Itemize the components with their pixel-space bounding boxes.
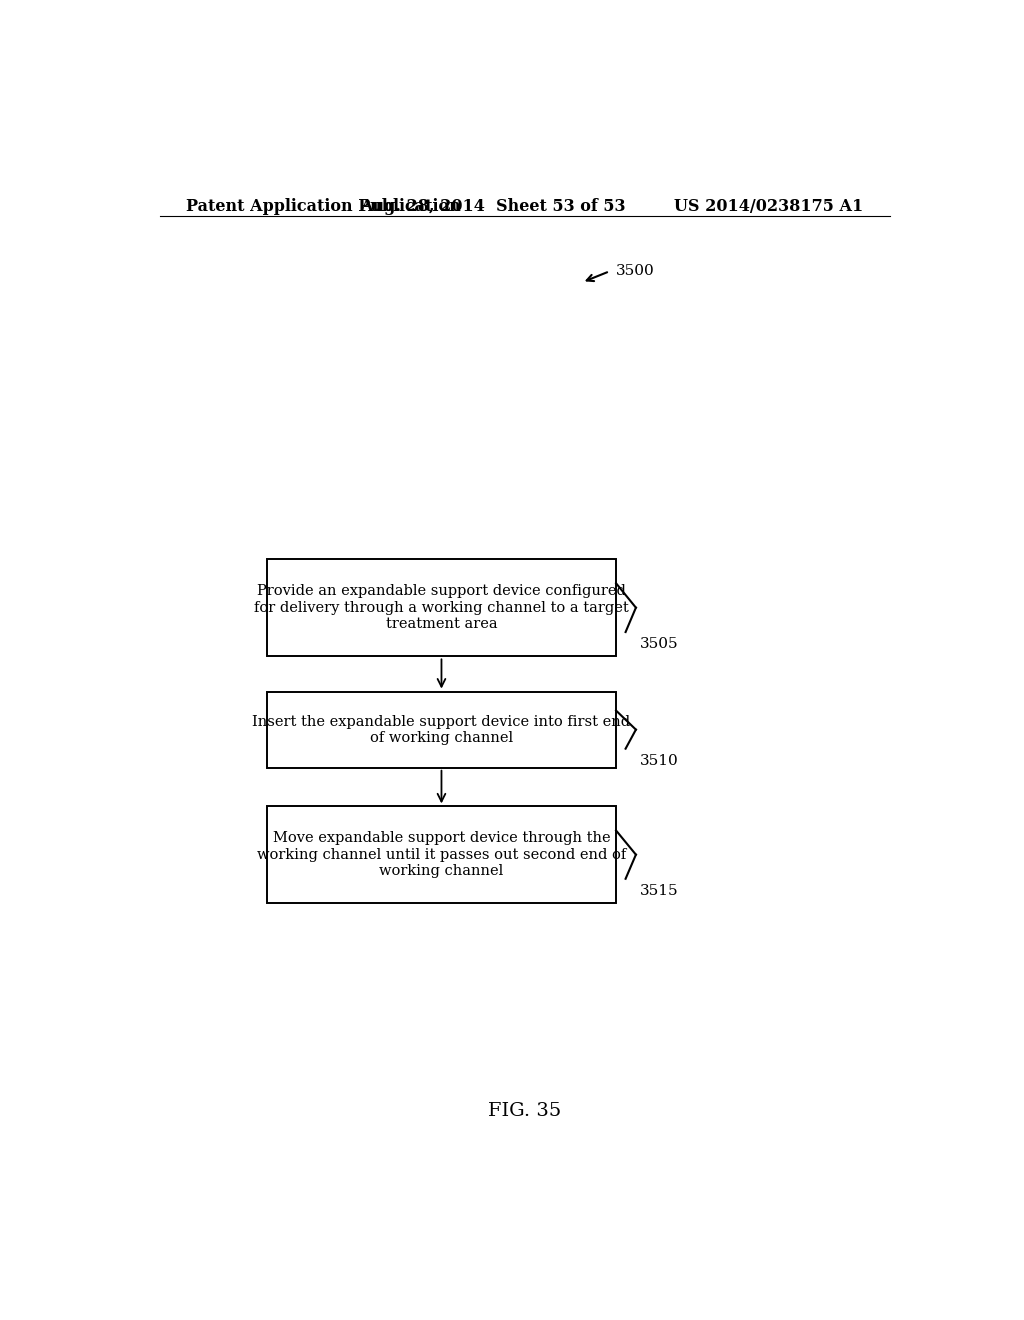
Text: US 2014/0238175 A1: US 2014/0238175 A1: [675, 198, 863, 215]
Text: 3510: 3510: [640, 754, 679, 768]
Text: 3505: 3505: [640, 638, 679, 651]
Text: 3500: 3500: [616, 264, 654, 279]
FancyBboxPatch shape: [267, 692, 616, 768]
Text: 3515: 3515: [640, 884, 679, 898]
Text: Insert the expandable support device into first end
of working channel: Insert the expandable support device int…: [252, 714, 631, 744]
Text: Patent Application Publication: Patent Application Publication: [186, 198, 461, 215]
Text: Move expandable support device through the
working channel until it passes out s: Move expandable support device through t…: [257, 832, 626, 878]
FancyBboxPatch shape: [267, 807, 616, 903]
Text: Aug. 28, 2014  Sheet 53 of 53: Aug. 28, 2014 Sheet 53 of 53: [360, 198, 626, 215]
FancyBboxPatch shape: [267, 558, 616, 656]
Text: Provide an expandable support device configured
for delivery through a working c: Provide an expandable support device con…: [254, 585, 629, 631]
Text: FIG. 35: FIG. 35: [488, 1102, 561, 1119]
